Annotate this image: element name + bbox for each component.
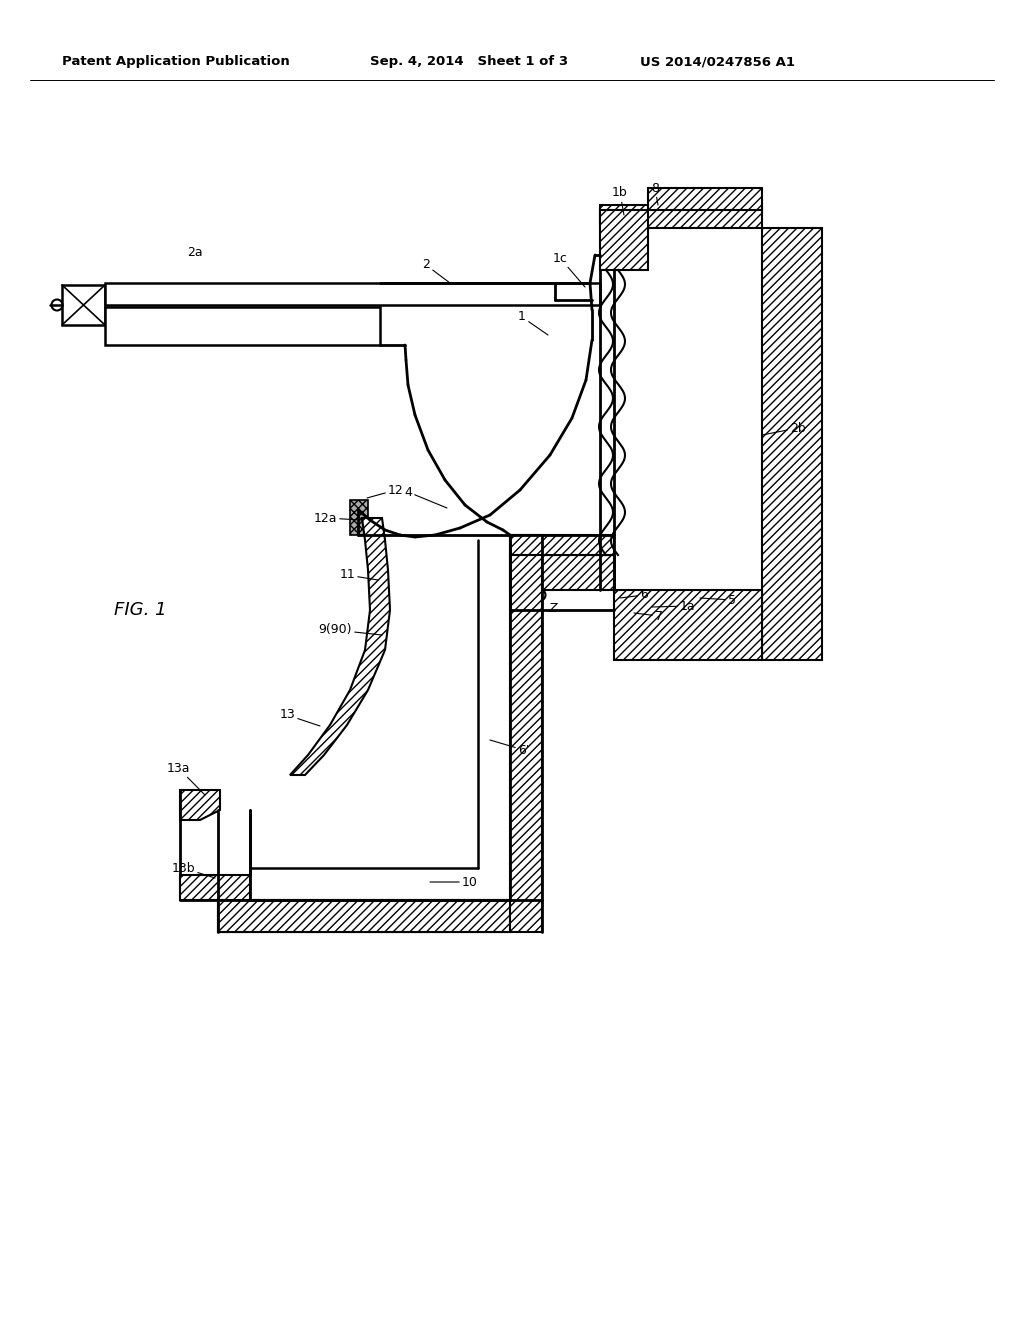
Text: 1b: 1b: [612, 186, 628, 215]
Text: Sep. 4, 2014   Sheet 1 of 3: Sep. 4, 2014 Sheet 1 of 3: [370, 55, 568, 69]
Polygon shape: [762, 228, 822, 660]
Text: US 2014/0247856 A1: US 2014/0247856 A1: [640, 55, 795, 69]
Text: 2a: 2a: [187, 247, 203, 260]
Text: 1a: 1a: [652, 599, 695, 612]
Text: 11: 11: [339, 569, 378, 582]
Text: 7: 7: [634, 610, 663, 623]
Text: 2: 2: [422, 259, 450, 282]
Text: 6: 6: [620, 589, 648, 602]
Text: 12: 12: [367, 483, 403, 498]
Polygon shape: [600, 205, 762, 228]
Polygon shape: [290, 517, 390, 775]
Polygon shape: [180, 789, 220, 820]
Text: 13: 13: [280, 709, 319, 726]
Text: 1: 1: [518, 310, 548, 335]
Polygon shape: [510, 535, 614, 554]
Text: 2b: 2b: [762, 421, 806, 436]
Text: 12a: 12a: [313, 511, 362, 524]
Polygon shape: [510, 554, 614, 590]
Text: 4: 4: [404, 486, 447, 508]
Text: 13b: 13b: [171, 862, 215, 878]
Polygon shape: [218, 900, 510, 932]
Text: 6': 6': [490, 741, 529, 756]
Text: FIG. 1: FIG. 1: [114, 601, 166, 619]
Polygon shape: [218, 535, 542, 932]
Polygon shape: [62, 285, 105, 325]
Text: 9(90): 9(90): [318, 623, 382, 636]
Text: 5: 5: [700, 594, 736, 606]
Polygon shape: [105, 282, 600, 305]
Text: 13a: 13a: [167, 762, 205, 795]
Polygon shape: [350, 500, 368, 535]
Text: Z: Z: [549, 602, 557, 615]
Text: 10: 10: [430, 875, 478, 888]
Text: 8: 8: [651, 181, 659, 205]
Text: Patent Application Publication: Patent Application Publication: [62, 55, 290, 69]
Polygon shape: [180, 875, 250, 900]
Polygon shape: [600, 210, 648, 271]
Polygon shape: [648, 187, 762, 210]
Text: 1c: 1c: [553, 252, 585, 286]
Polygon shape: [105, 308, 380, 345]
Polygon shape: [614, 590, 762, 660]
